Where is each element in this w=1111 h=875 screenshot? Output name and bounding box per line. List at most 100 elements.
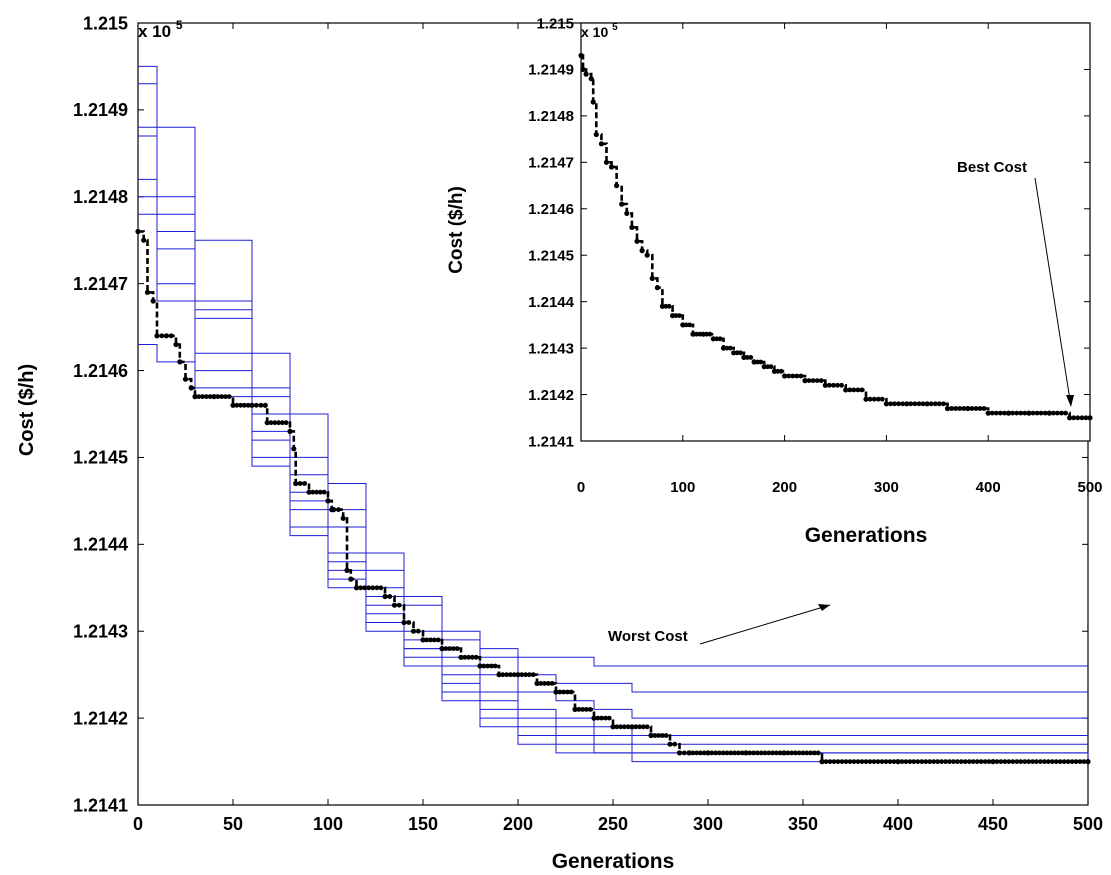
best-series-point	[154, 333, 160, 339]
best-series-marker	[625, 724, 631, 730]
best-series-point	[924, 401, 930, 407]
best-series-point	[291, 446, 297, 452]
best-series-marker	[701, 750, 707, 756]
best-series-marker	[451, 646, 456, 651]
best-series-marker	[777, 750, 783, 756]
best-series-point	[230, 402, 236, 408]
best-series-point	[477, 663, 483, 669]
x-tick-label: 300	[693, 814, 723, 834]
best-series-point	[192, 394, 198, 400]
best-series-marker	[998, 759, 1004, 764]
best-series-marker	[1073, 759, 1079, 764]
best-series-marker	[744, 355, 750, 360]
best-series-marker	[656, 733, 661, 738]
best-series-marker	[473, 654, 479, 660]
best-series-marker	[1053, 759, 1059, 764]
best-series-marker	[492, 663, 498, 669]
y-tick-label: 1.2141	[73, 795, 128, 815]
best-series-point	[590, 99, 596, 105]
x-tick-label: 500	[1077, 479, 1102, 496]
best-series-marker	[366, 585, 372, 591]
best-series-marker	[454, 646, 460, 651]
best-series-marker	[447, 646, 452, 651]
best-series-point	[340, 515, 346, 521]
best-series-marker	[717, 750, 722, 756]
best-series-point	[177, 359, 183, 365]
best-series-marker	[981, 406, 987, 411]
best-series-marker	[432, 637, 437, 643]
best-series-marker	[790, 373, 796, 379]
best-series-point	[1085, 759, 1091, 765]
best-series-marker	[538, 681, 544, 686]
best-series-point	[306, 489, 312, 495]
best-series-marker	[775, 368, 781, 374]
best-series-point	[163, 333, 170, 339]
best-series-marker	[789, 750, 794, 756]
best-series-point	[743, 750, 749, 756]
y-tick-label: 1.2146	[73, 361, 128, 381]
x-tick-label: 400	[976, 479, 1001, 496]
best-series-marker	[481, 663, 487, 669]
best-series-marker	[827, 382, 832, 388]
best-series-point	[593, 131, 599, 138]
best-series-marker	[867, 759, 873, 764]
best-series-marker	[871, 396, 877, 402]
best-series-marker	[1018, 410, 1024, 416]
best-series-marker	[694, 750, 699, 756]
best-series-marker	[258, 402, 264, 408]
best-series-marker	[786, 373, 792, 379]
best-series-marker	[435, 637, 441, 643]
best-series-point	[496, 672, 502, 678]
best-series-marker	[709, 750, 715, 756]
best-series-marker	[1030, 759, 1035, 764]
best-series-marker	[466, 654, 471, 660]
best-series-point	[614, 183, 620, 189]
best-series-marker	[557, 689, 563, 695]
best-series-point	[458, 654, 464, 660]
series-line-run-1	[138, 83, 1088, 667]
best-series-marker	[1034, 410, 1040, 416]
best-series-marker	[1083, 415, 1089, 421]
best-series-marker	[1006, 759, 1012, 764]
best-series-point	[141, 237, 147, 243]
best-series-marker	[713, 750, 718, 756]
best-series-point	[262, 402, 268, 408]
best-series-marker	[724, 345, 730, 351]
best-series-marker	[986, 759, 992, 764]
best-series-point	[781, 750, 787, 756]
best-series-marker	[666, 303, 672, 309]
x-tick-label: 200	[772, 479, 797, 496]
best-series-marker	[618, 724, 623, 730]
best-series-marker	[272, 420, 278, 426]
best-series-point	[990, 759, 996, 765]
best-series-marker	[424, 637, 430, 643]
best-series-marker	[887, 759, 893, 764]
x-tick-label: 450	[978, 814, 1008, 834]
best-cost-label: Best Cost	[957, 159, 1027, 176]
best-series-point	[649, 275, 655, 281]
best-series-point	[629, 224, 635, 230]
best-series-point	[144, 289, 151, 295]
best-series-marker	[900, 401, 906, 407]
best-series-marker	[727, 345, 733, 351]
best-series-marker	[1061, 759, 1067, 764]
best-series-marker	[336, 507, 341, 512]
best-series-marker	[989, 410, 995, 416]
best-series-marker	[652, 733, 658, 738]
best-series-marker	[839, 382, 844, 388]
best-cost-arrowhead	[1066, 395, 1074, 407]
best-series-marker	[896, 401, 901, 407]
x-tick-label: 150	[408, 814, 438, 834]
best-series-marker	[238, 402, 244, 408]
best-series-marker	[747, 750, 753, 756]
best-series-marker	[796, 750, 802, 756]
best-series-marker	[738, 350, 743, 356]
best-series-marker	[823, 759, 829, 764]
best-series-marker	[508, 672, 513, 678]
best-series-marker	[1022, 759, 1028, 764]
best-series-marker	[530, 672, 536, 678]
y-tick-label: 1.2146	[528, 201, 574, 218]
best-series-marker	[1038, 410, 1044, 416]
best-series-marker	[660, 733, 665, 738]
best-series-marker	[961, 406, 967, 411]
